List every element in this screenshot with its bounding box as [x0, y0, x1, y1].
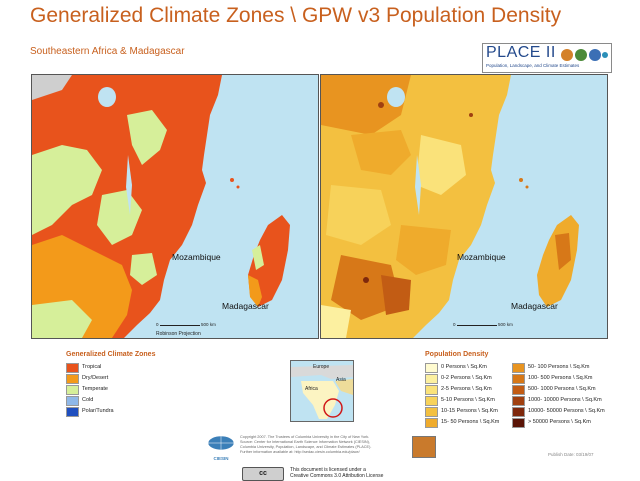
- legend-label: > 50000 Persons \ Sq.Km: [528, 419, 591, 425]
- legend-label: 10-15 Persons \ Sq.Km: [441, 408, 498, 414]
- place-logo: PLACE II Population, Landscape, and Clim…: [482, 43, 612, 73]
- legend-label: 2-5 Persons \ Sq.Km: [441, 386, 492, 392]
- logo-icons: [560, 47, 608, 68]
- legend-label: 500- 1000 Persons \ Sq.Km: [528, 386, 596, 392]
- region-highlight: [323, 398, 343, 418]
- legend-swatch: [425, 396, 438, 406]
- climate-map-canvas: [32, 75, 318, 338]
- legend-swatch: [425, 407, 438, 417]
- legend-swatch: [66, 385, 79, 395]
- logo-name: PLACE II: [486, 44, 556, 61]
- legend-label: 0 Persons \ Sq.Km: [441, 364, 487, 370]
- label-madagascar-right: Madagascar: [511, 301, 558, 311]
- scale-max: 500: [498, 322, 506, 327]
- legend-swatch: [512, 363, 525, 373]
- legend-label: 5-10 Persons \ Sq.Km: [441, 397, 495, 403]
- legend-label: Cold: [82, 397, 94, 403]
- population-legend-title: Population Density: [425, 351, 489, 358]
- legend-swatch: [512, 407, 525, 417]
- scale-zero: 0: [156, 322, 159, 327]
- credits-line: Columbia University, Population, Landsca…: [240, 445, 372, 449]
- ciesin-logo: CIESIN: [206, 435, 236, 461]
- legend-label: 50- 100 Persons \ Sq.Km: [528, 364, 590, 370]
- legend-label: Tropical: [82, 364, 102, 370]
- scale-unit: km: [209, 322, 216, 327]
- legend-label: 15- 50 Persons \ Sq.Km: [441, 419, 500, 425]
- locator-inset-map: Europe Asia Africa: [290, 360, 354, 422]
- legend-swatch: [66, 396, 79, 406]
- logo-tagline: Population, Landscape, and Climate Estim…: [486, 63, 580, 68]
- ciesin-label: CIESIN: [213, 456, 229, 461]
- legend-swatch: [512, 385, 525, 395]
- credits-line: Source: Center for International Earth S…: [240, 440, 370, 444]
- legend-swatch: [66, 407, 79, 417]
- legend-swatch: [425, 385, 438, 395]
- scale-max: 500: [201, 322, 209, 327]
- scale-unit: km: [506, 322, 513, 327]
- legend-label: 100- 500 Persons \ Sq.Km: [528, 375, 593, 381]
- license-line: Creative Commons 3.0 Attribution License: [290, 473, 384, 479]
- legend-swatch: [512, 374, 525, 384]
- legend-swatch: [66, 363, 79, 373]
- people-icon: [575, 49, 587, 61]
- license-line: This document is licensed under a: [290, 467, 366, 473]
- legend-label: 0-2 Persons \ Sq.Km: [441, 375, 492, 381]
- legend-label: 10000- 50000 Persons \ Sq.Km: [528, 408, 605, 414]
- map-subtitle: Southeastern Africa & Madagascar: [30, 46, 185, 57]
- legend-swatch: [425, 418, 438, 428]
- landscape-icon: [589, 49, 601, 61]
- legend-label: Temperate: [82, 386, 108, 392]
- inset-label-europe: Europe: [313, 364, 330, 370]
- sun-icon: [561, 49, 573, 61]
- legend-swatch: [425, 374, 438, 384]
- legend-label: Polar/Tundra: [82, 408, 114, 414]
- cc-license-badge[interactable]: cc: [242, 467, 284, 481]
- scale-line: [159, 325, 200, 326]
- inset-label-africa: Africa: [305, 386, 318, 392]
- scale-zero: 0: [453, 322, 456, 327]
- scale-line: [456, 325, 497, 326]
- climate-zone-map: Mozambique Madagascar 0 500 km Robinson …: [31, 74, 319, 339]
- label-mozambique-left: Mozambique: [172, 252, 221, 262]
- legend-swatch: [512, 396, 525, 406]
- legend-label: Dry/Desert: [82, 375, 109, 381]
- population-density-map: Mozambique Madagascar 0 500 km: [320, 74, 608, 339]
- legend-swatch: [425, 363, 438, 373]
- scale-bar-left: 0 500 km: [156, 322, 216, 327]
- legend-swatch: [512, 418, 525, 428]
- legend-swatch: [66, 374, 79, 384]
- climate-legend-title: Generalized Climate Zones: [66, 351, 156, 358]
- projection-label: Robinson Projection: [156, 331, 201, 337]
- globe-icon: [207, 435, 235, 451]
- legend-label: 1000- 10000 Persons \ Sq.Km: [528, 397, 602, 403]
- map-title: Generalized Climate Zones \ GPW v3 Popul…: [30, 4, 562, 27]
- credits-block: Copyright 2007. The Trustees of Columbia…: [240, 435, 410, 455]
- label-madagascar-left: Madagascar: [222, 301, 269, 311]
- inset-canvas: [291, 365, 353, 419]
- publish-date: Publish Date: 03/19/07: [548, 452, 594, 457]
- thumbnail-image: [412, 436, 436, 458]
- scale-bar-right: 0 500 km: [453, 322, 513, 327]
- water-icon: [602, 52, 608, 58]
- license-text: This document is licensed under a Creati…: [290, 467, 383, 479]
- credits-line: Further information available at: http:/…: [240, 450, 360, 454]
- inset-label-asia: Asia: [336, 377, 346, 383]
- label-mozambique-right: Mozambique: [457, 252, 506, 262]
- credits-line: Copyright 2007. The Trustees of Columbia…: [240, 435, 370, 439]
- population-map-canvas: [321, 75, 607, 338]
